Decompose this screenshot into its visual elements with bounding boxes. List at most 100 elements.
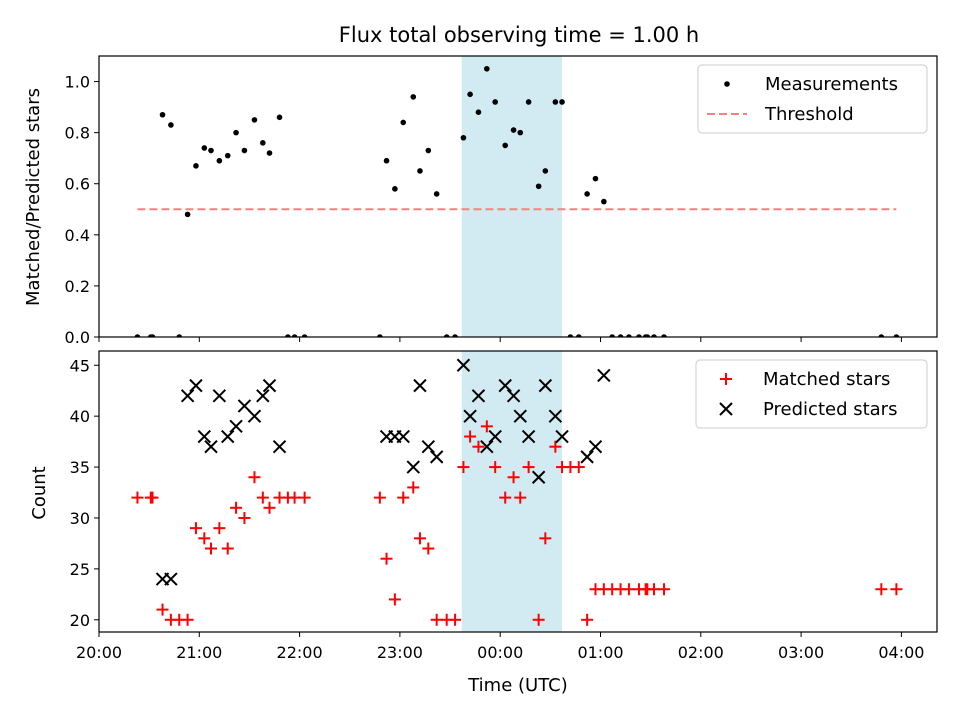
matched-stars-point [890, 583, 903, 596]
predicted-stars-point [521, 429, 536, 444]
matched-stars-point [380, 552, 393, 565]
measurement-point [525, 99, 532, 105]
measurement-point [291, 334, 298, 337]
matched-stars-point [256, 491, 269, 504]
matched-stars-point [413, 532, 426, 545]
predicted-stars-point [413, 378, 427, 393]
measurement-point [149, 334, 156, 337]
ratio-axes-frame [98, 55, 938, 338]
legend-matched-marker [720, 373, 732, 385]
measurement-point [301, 334, 308, 337]
x-tick-label: 01:00 [577, 643, 623, 662]
count-legend: Matched stars Predicted stars [695, 359, 928, 429]
measurement-point [492, 99, 498, 105]
measurement-point [584, 191, 590, 197]
count-panel: 20 25 30 35 40 45 20:00 21:00 22:00 23:00 00:00 01:… [70, 350, 938, 662]
x-tick-label: 03:00 [778, 643, 824, 662]
measurement-point [475, 109, 482, 115]
matched-stars-point [480, 420, 493, 433]
matched-stars-point [539, 532, 552, 545]
measurement-point [893, 334, 900, 337]
count-legend-box [695, 359, 928, 429]
matched-stars-point [422, 542, 435, 555]
matched-stars-point [388, 593, 401, 606]
measurement-point [636, 334, 642, 337]
matched-stars-point [156, 603, 169, 616]
matched-stars-point [298, 491, 311, 504]
measurement-point [626, 334, 632, 337]
matched-stars-point [238, 511, 251, 524]
measurement-point [651, 334, 657, 337]
chart-title: Flux total observing time = 1.00 h [339, 23, 699, 47]
measurement-point [467, 91, 473, 98]
measurement-point [559, 99, 565, 105]
predicted-stars-point [272, 439, 287, 454]
measurement-point [201, 145, 208, 151]
matched-stars-point [472, 440, 485, 453]
matched-stars-point [647, 583, 660, 596]
measurement-point [134, 334, 141, 337]
measurement-point [176, 334, 183, 337]
x-tick-label: 02:00 [678, 643, 724, 662]
ratio-plot-area [134, 65, 900, 337]
predicted-stars-point [221, 429, 235, 444]
measurement-point [285, 334, 291, 337]
measurement-point [241, 147, 248, 154]
measurement-point [276, 114, 283, 121]
predicted-stars-point [597, 368, 611, 383]
matched-stars-point [622, 583, 635, 596]
measurement-point [601, 198, 607, 205]
ratio-y-tick-label: 1.0 [65, 73, 90, 92]
measurement-point [575, 334, 582, 337]
predicted-stars-point [396, 429, 410, 444]
measurement-point [193, 163, 199, 169]
measurement-point [460, 134, 467, 141]
matched-stars-point [875, 583, 888, 596]
x-tick-label: 21:00 [176, 643, 222, 662]
matched-stars-point [230, 501, 243, 514]
predicted-stars-point [189, 378, 203, 393]
matched-stars-point [457, 461, 470, 474]
predicted-stars-point [471, 389, 486, 403]
measurement-point [377, 334, 383, 337]
predicted-stars-point [538, 378, 553, 393]
predicted-stars-point [406, 460, 420, 474]
predicted-stars-point [531, 470, 546, 484]
predicted-stars-point [580, 450, 594, 464]
count-plot-area [131, 358, 903, 626]
matched-stars-point [373, 491, 386, 504]
ratio-y-axis-label: Matched/Predicted stars [23, 88, 44, 306]
predicted-stars-point [204, 439, 218, 454]
matched-stars-point [248, 471, 261, 484]
measurement-point [417, 168, 423, 174]
count-y-tick-label: 25 [70, 560, 90, 579]
predicted-stars-point [197, 429, 212, 444]
x-tick-label: 23:00 [377, 643, 423, 662]
predicted-stars-point [429, 450, 444, 464]
measurement-point [443, 334, 450, 337]
legend-measurements-label: Measurements [765, 74, 898, 95]
legend-predicted-label: Predicted stars [763, 399, 897, 420]
predicted-stars-point [421, 439, 436, 454]
legend-threshold-label: Threshold [764, 104, 854, 125]
predicted-stars-point [498, 378, 512, 393]
measurement-point [184, 211, 191, 218]
measurement-point [251, 117, 258, 123]
ratio-legend: Measurements Threshold [697, 64, 928, 134]
predicted-stars-point [456, 358, 471, 372]
matched-stars-point [489, 461, 502, 474]
measurement-point [266, 150, 273, 156]
matched-stars-point [464, 430, 477, 443]
measurement-point [392, 186, 398, 192]
matched-stars-point [198, 532, 211, 545]
x-tick-label: 22:00 [277, 643, 323, 662]
measurement-point [433, 191, 440, 197]
measurement-point [168, 122, 174, 128]
x-tick-label: 00:00 [477, 643, 523, 662]
predicted-stars-point [256, 389, 270, 403]
count-y-tick-label: 40 [70, 407, 90, 426]
measurement-point [260, 140, 266, 146]
measurement-point [233, 129, 239, 136]
measurement-point [484, 65, 490, 72]
legend-matched-label: Matched stars [763, 369, 890, 390]
